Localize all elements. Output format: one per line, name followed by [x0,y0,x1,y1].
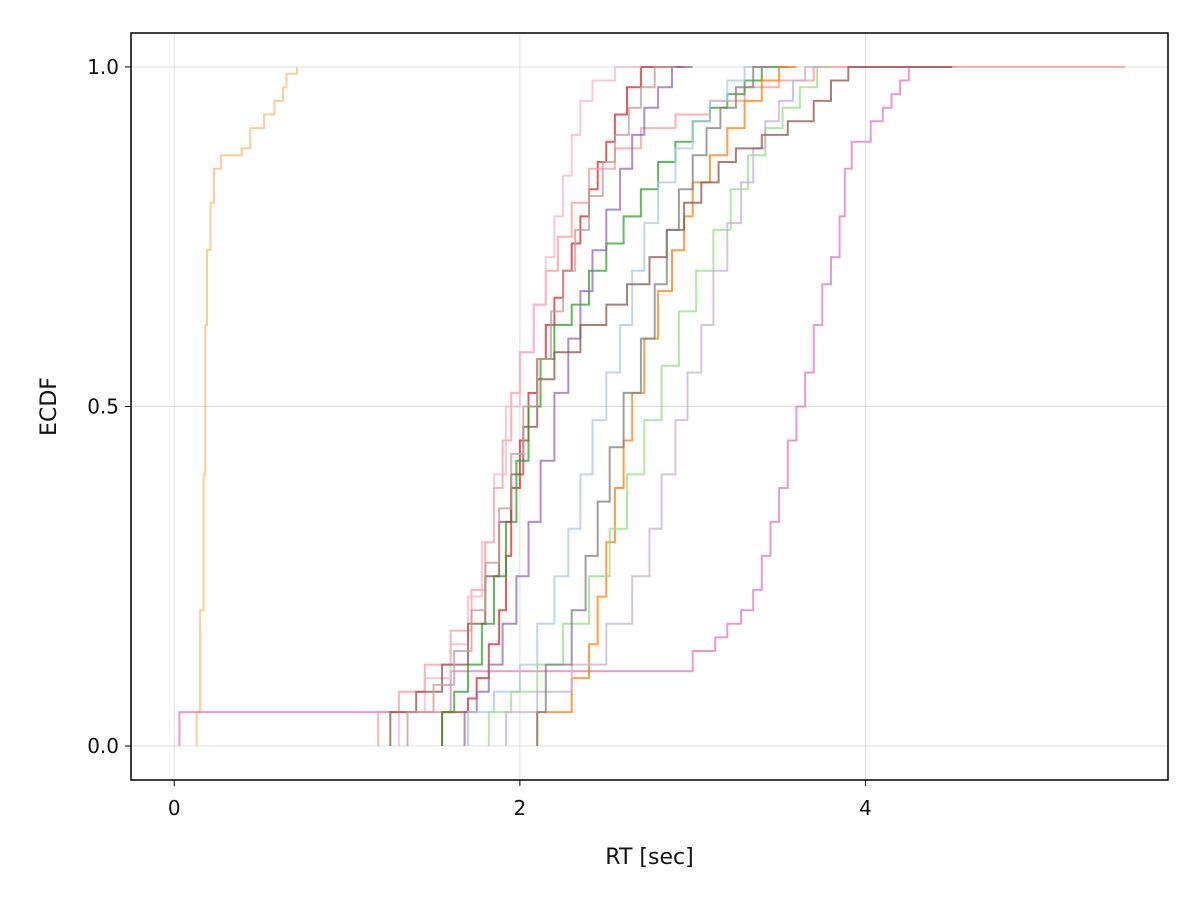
x-tick-label-1: 2 [514,796,527,820]
y-tick-label-2: 1.0 [87,55,119,79]
grid-layer [131,33,1168,780]
y-axis-label: ECDF [37,377,62,436]
x-tick-label-0: 0 [168,796,181,820]
x-tick-label-2: 4 [859,796,872,820]
y-tick-label-0: 0.0 [87,734,119,758]
y-tick-label-1: 0.5 [87,395,119,419]
x-axis-label: RT [sec] [605,845,693,870]
